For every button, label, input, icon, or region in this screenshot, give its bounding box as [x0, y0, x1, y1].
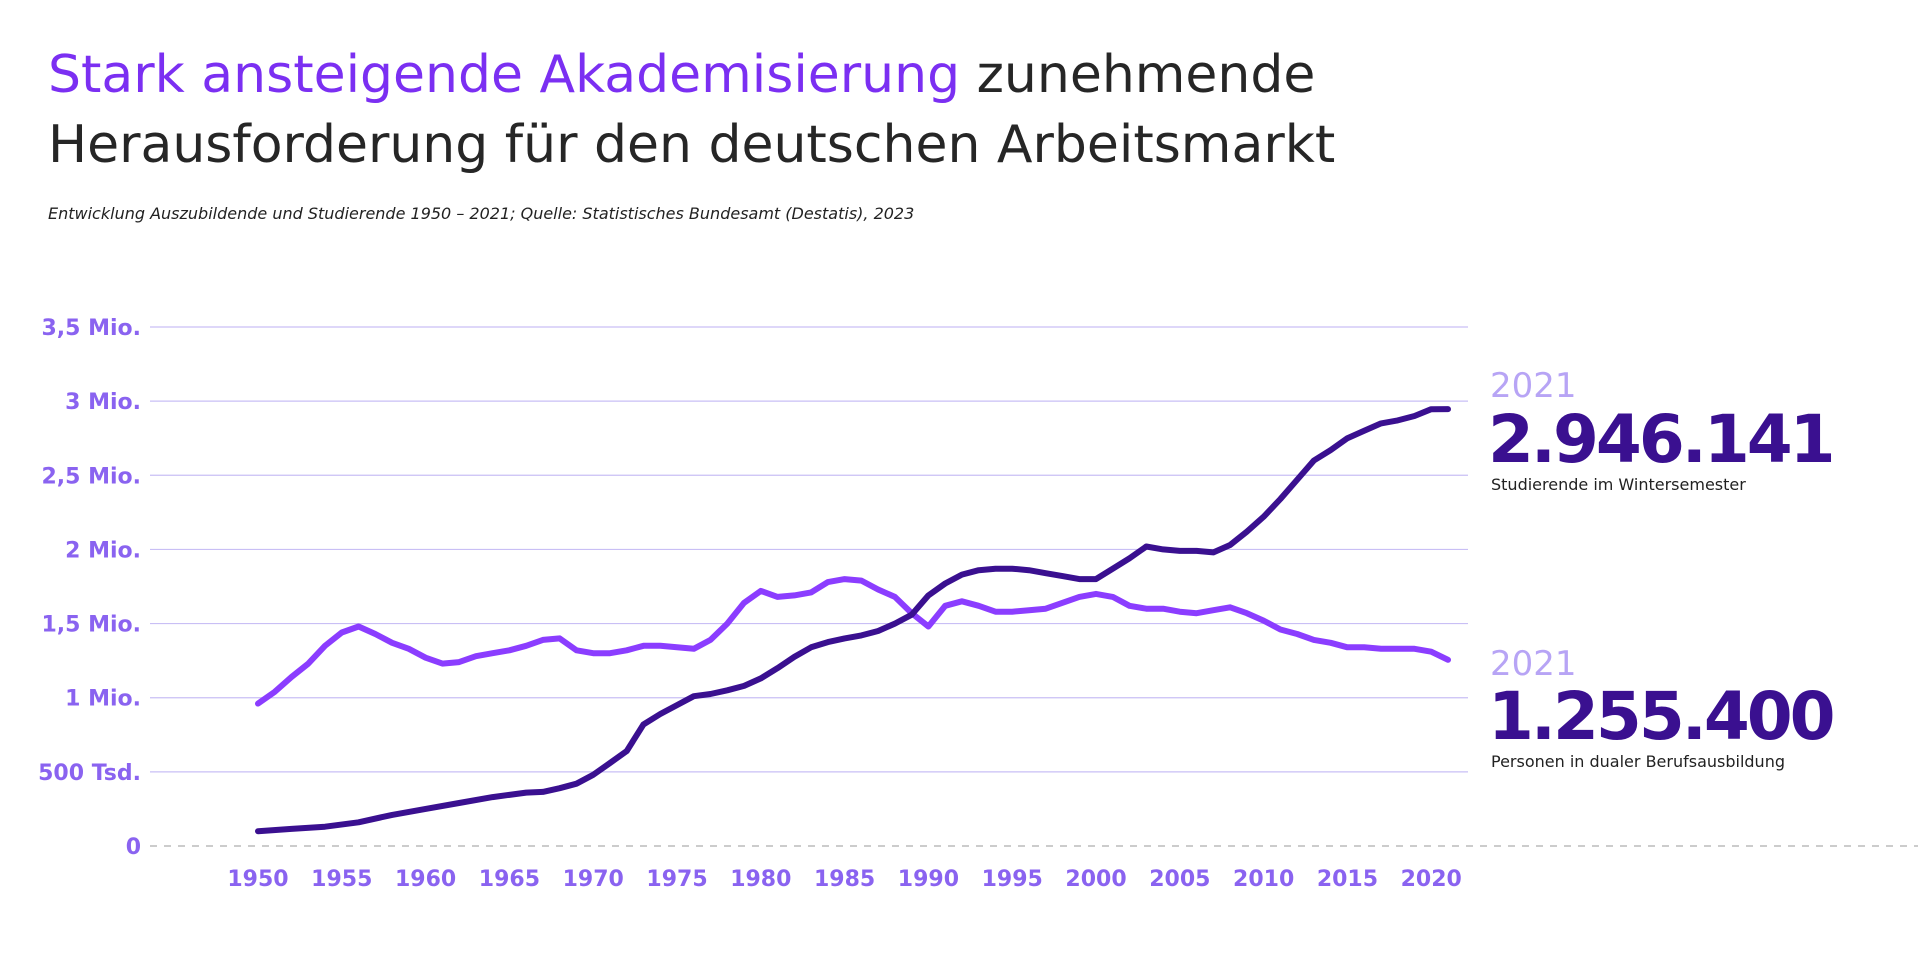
x-tick-label: 2020	[1401, 867, 1462, 892]
x-axis: 1950 1955 1960 1965 1970 1975 1980 1985 1990 1995…	[227, 867, 1461, 892]
students-callout-value: 2.946.141	[1488, 401, 1836, 478]
x-tick-label: 1960	[395, 867, 456, 892]
x-tick-label: 1990	[898, 867, 959, 892]
y-tick-label: 500 Tsd.	[38, 761, 141, 786]
series-lines	[255, 406, 1451, 835]
y-tick-label: 2,5 Mio.	[41, 464, 141, 489]
x-tick-label: 1965	[479, 867, 540, 892]
page-title-rest: zunehmende Herausforderung für den deuts…	[48, 45, 1336, 175]
x-tick-label: 2000	[1065, 867, 1126, 892]
x-tick-label: 1980	[730, 867, 791, 892]
y-tick-label: 3 Mio.	[65, 390, 141, 415]
x-tick-label: 1995	[982, 867, 1043, 892]
students-callout-label: Studierende im Wintersemester	[1491, 475, 1746, 494]
x-tick-label: 1970	[563, 867, 624, 892]
x-tick-label: 1975	[646, 867, 707, 892]
y-tick-label: 1,5 Mio.	[41, 613, 141, 638]
x-tick-label: 2005	[1149, 867, 1210, 892]
series-line-students	[255, 406, 1451, 835]
y-tick-label: 0	[126, 835, 141, 860]
students-callout-year: 2021	[1490, 366, 1577, 406]
page-title-accent: Stark ansteigende Akademisierung	[48, 45, 961, 105]
y-tick-label: 1 Mio.	[65, 687, 141, 712]
y-axis: 0 500 Tsd. 1 Mio. 1,5 Mio. 2 Mio. 2,5 Mio. 3 M…	[38, 316, 141, 860]
series-line-apprentices	[255, 576, 1451, 707]
apprentices-callout-label: Personen in dualer Berufsausbildung	[1491, 752, 1785, 771]
apprentices-callout-year: 2021	[1490, 644, 1577, 684]
x-tick-label: 1985	[814, 867, 875, 892]
apprentices-callout-value: 1.255.400	[1488, 678, 1836, 755]
x-tick-label: 1955	[311, 867, 372, 892]
y-tick-label: 3,5 Mio.	[41, 316, 141, 341]
x-tick-label: 1950	[227, 867, 288, 892]
chart-subtitle: Entwicklung Auszubildende und Studierend…	[48, 204, 915, 223]
x-tick-label: 2010	[1233, 867, 1294, 892]
y-tick-label: 2 Mio.	[65, 538, 141, 563]
page-title: Stark ansteigende Akademisierung zunehme…	[48, 40, 1548, 180]
grid-lines	[150, 326, 1918, 847]
x-tick-label: 2015	[1317, 867, 1378, 892]
